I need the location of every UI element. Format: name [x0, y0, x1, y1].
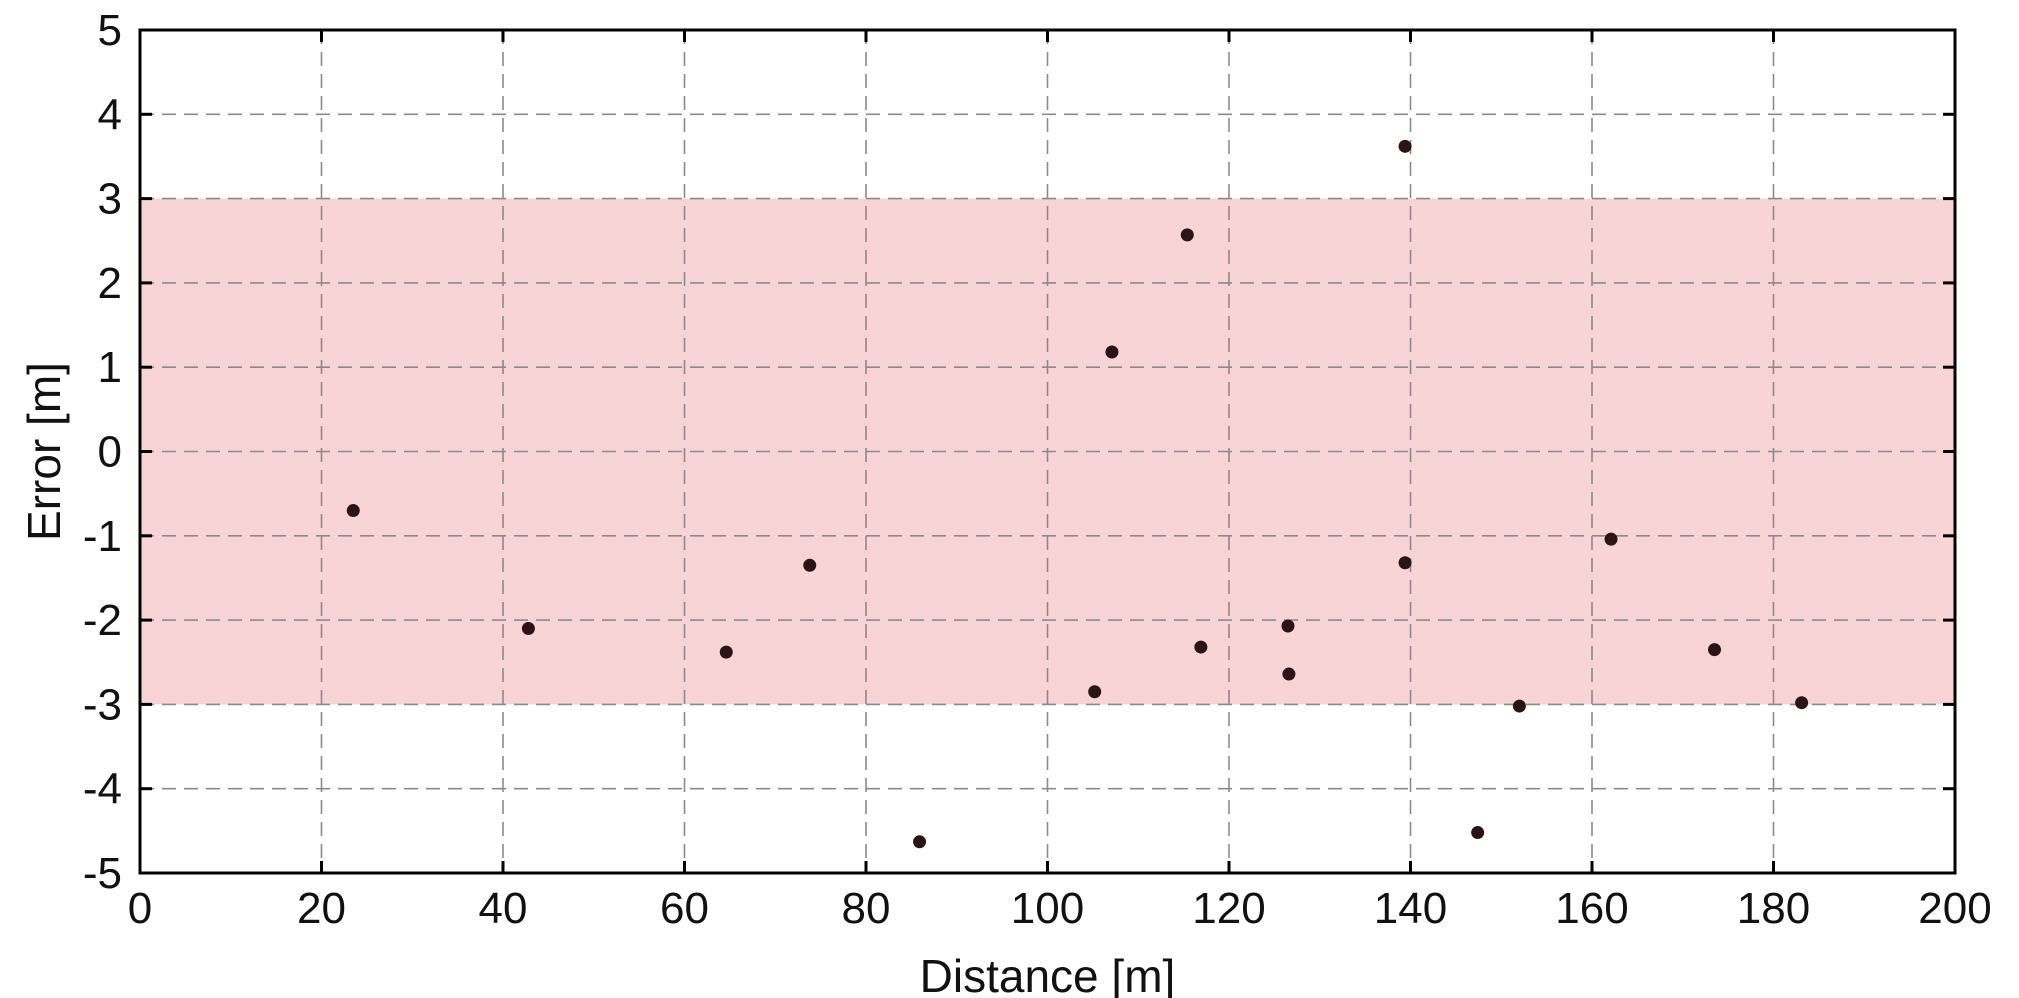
data-point — [1604, 532, 1618, 546]
x-tick-label: 160 — [1555, 884, 1628, 933]
x-tick-label: 60 — [660, 884, 709, 933]
axis-ticks — [138, 28, 1957, 875]
data-point — [1795, 696, 1809, 710]
data-point — [1398, 139, 1412, 153]
x-tick-label: 40 — [479, 884, 528, 933]
y-axis-label: Error [m] — [18, 362, 70, 541]
data-point — [1708, 643, 1722, 657]
data-point — [346, 504, 360, 518]
x-tick-label: 120 — [1192, 884, 1265, 933]
x-tick-label: 80 — [842, 884, 891, 933]
x-tick-label: 140 — [1374, 884, 1447, 933]
y-tick-label: -5 — [83, 849, 122, 898]
y-tick-label: 4 — [98, 90, 122, 139]
data-point — [1398, 556, 1412, 570]
y-tick-label: -3 — [83, 680, 122, 729]
y-tick-label: 0 — [98, 428, 122, 477]
y-tick-label: 2 — [98, 259, 122, 308]
data-point — [803, 558, 817, 572]
data-point — [1194, 640, 1208, 654]
x-tick-label: 0 — [128, 884, 152, 933]
y-tick-label: -1 — [83, 512, 122, 561]
data-point — [1180, 228, 1194, 242]
y-tick-labels: 5 4 3 2 1 0 -1 -2 -3 -4 -5 — [83, 6, 122, 898]
grid-lines — [140, 30, 1955, 873]
data-point — [1471, 826, 1485, 840]
data-point — [1281, 619, 1295, 633]
x-axis-label: Distance [m] — [920, 950, 1176, 998]
data-point — [913, 835, 927, 849]
data-point — [1088, 685, 1102, 699]
data-point — [1512, 699, 1526, 713]
x-tick-label: 180 — [1737, 884, 1810, 933]
data-point — [1282, 667, 1296, 681]
x-tick-labels: 0 20 40 60 80 100 120 140 160 180 200 — [128, 884, 1992, 933]
data-point — [719, 645, 733, 659]
x-tick-label: 20 — [297, 884, 346, 933]
y-tick-label: 1 — [98, 343, 122, 392]
data-point — [1105, 345, 1119, 359]
y-tick-label: -2 — [83, 596, 122, 645]
y-tick-label: -4 — [83, 765, 122, 814]
x-tick-label: 100 — [1011, 884, 1084, 933]
y-tick-label: 5 — [98, 6, 122, 55]
x-tick-label: 200 — [1918, 884, 1991, 933]
data-points — [346, 139, 1809, 849]
data-point — [521, 622, 535, 636]
y-tick-label: 3 — [98, 175, 122, 224]
